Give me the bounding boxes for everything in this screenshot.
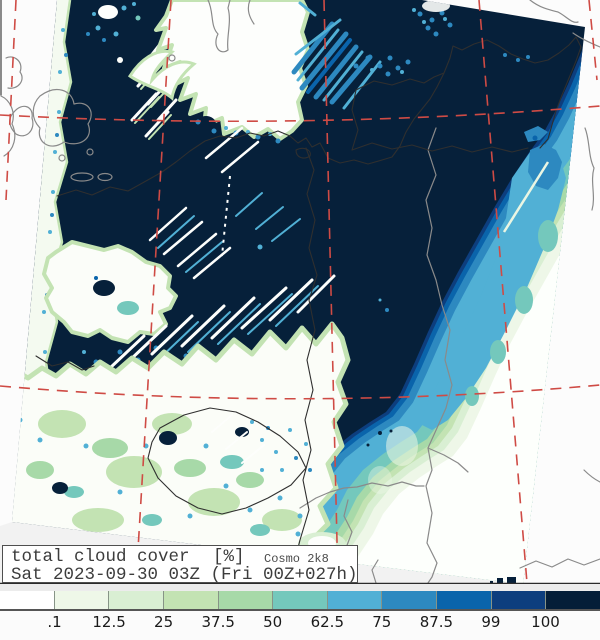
product-label: total cloud cover: [11, 547, 190, 567]
colorbar-segment: [0, 591, 55, 609]
colorbar-tick-label: 37.5: [201, 613, 235, 631]
graticule: [0, 0, 600, 583]
colorbar-segment: [109, 591, 164, 609]
colorbar-tick-label: 62.5: [310, 613, 344, 631]
colorbar-segment: [491, 591, 547, 609]
colorbar-tick-label: .1: [47, 613, 62, 631]
map-area: [0, 0, 600, 584]
model-label: Cosmo 2k8: [264, 552, 329, 566]
colorbar-tick-label: 75: [372, 613, 392, 631]
legend-gap: [0, 584, 600, 591]
colorbar-segment: [382, 591, 438, 609]
colorbar-tick-label: 25: [154, 613, 174, 631]
valid-time-label: Sat 2023-09-30 03Z (Fri 00Z+027h): [11, 565, 358, 585]
colorbar-legend: .1 12.5 25 37.5 50 62.5 75 87.5 99 100: [0, 584, 600, 640]
colorbar-tick-label: 50: [263, 613, 283, 631]
colorbar-segment: [546, 591, 600, 609]
colorbar-segment: [163, 591, 219, 609]
colorbar-tick-label: 87.5: [419, 613, 454, 631]
unit-label: [%]: [213, 547, 245, 567]
colorbar-tick-label: 99: [481, 613, 501, 631]
colorbar-segment: [54, 591, 110, 609]
title-box: total cloud cover [%] Cosmo 2k8 Sat 2023…: [2, 545, 358, 585]
colorbar-tick-label: 100: [531, 613, 560, 631]
colorbar-segment: [437, 591, 492, 609]
colorbar-labels: .1 12.5 25 37.5 50 62.5 75 87.5 99 100: [0, 611, 600, 633]
swath-corner-marks: [490, 577, 516, 583]
cloud-cover-map: [0, 0, 600, 584]
cloud-edge-details: [366, 126, 566, 494]
colorbar-segment: [273, 591, 328, 609]
inside-borders: [0, 0, 582, 583]
colorbar: [0, 591, 600, 611]
colorbar-tick-label: 12.5: [92, 613, 126, 631]
colorbar-segment: [218, 591, 274, 609]
colorbar-segment: [327, 591, 383, 609]
